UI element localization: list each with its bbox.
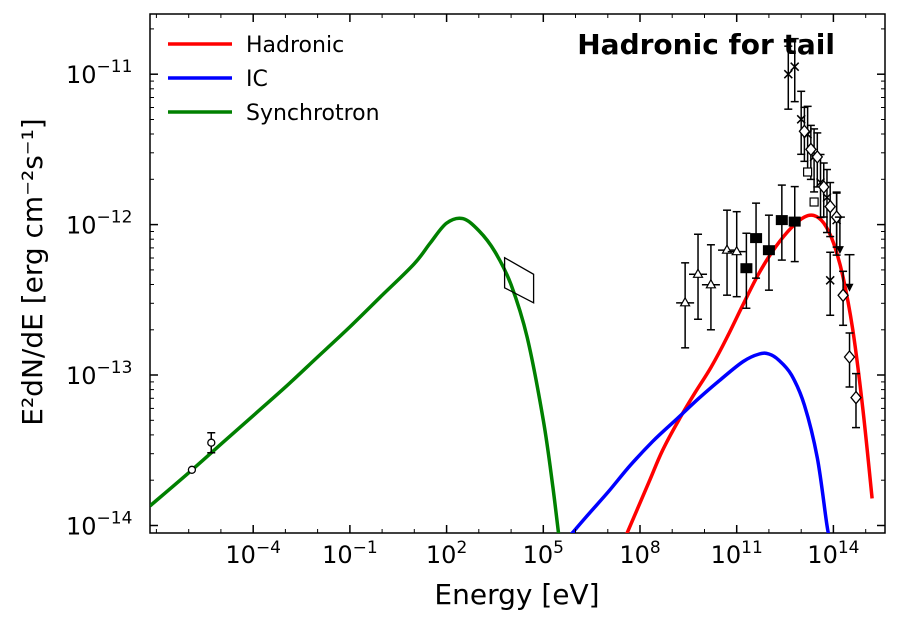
- diamond-point: [817, 179, 830, 195]
- y-tick-label: 10−14: [66, 509, 132, 541]
- x-tick-label: 105: [523, 538, 564, 569]
- plot-frame: [149, 13, 886, 534]
- cross-point: [783, 69, 793, 79]
- y-axis-label: E²dN/dE [erg cm⁻²s⁻¹]: [16, 118, 49, 425]
- x-tick-label: 1014: [807, 538, 859, 569]
- x-tick-label: 10−4: [225, 538, 281, 569]
- triangle-point: [731, 245, 743, 256]
- open-square-point: [802, 167, 813, 177]
- cross-point: [825, 275, 835, 285]
- diamond-point: [798, 124, 811, 139]
- diamond-point: [824, 199, 837, 214]
- legend-label-synchrotron: Synchrotron: [246, 101, 380, 126]
- y-tick-label: 10−13: [66, 358, 132, 390]
- filled-square-point: [750, 233, 763, 244]
- diamond-point: [843, 349, 856, 365]
- open-square-point: [809, 197, 819, 207]
- x-tick-label: 102: [426, 538, 467, 569]
- observations-layer: [187, 37, 862, 474]
- x-axis-label: Energy [eV]: [434, 578, 599, 611]
- upper-limit-arrow: [845, 283, 854, 292]
- triangle-point: [692, 268, 704, 278]
- filled-square-point: [788, 216, 801, 227]
- radio-point: [207, 438, 216, 447]
- legend-label-hadronic: Hadronic: [246, 33, 344, 58]
- upper-limit-arrow: [835, 246, 844, 255]
- x-tick-label: 10−1: [322, 538, 378, 569]
- x-tick-label: 108: [619, 538, 660, 569]
- series-synchrotron-line: [150, 216, 561, 533]
- x-tick-label: 1011: [711, 538, 763, 569]
- y-tick-label: 10−11: [66, 57, 132, 89]
- y-tick-label: 10−12: [66, 208, 132, 240]
- cross-point: [790, 62, 800, 72]
- diamond-point: [850, 390, 862, 405]
- xray-bowtie: [503, 256, 535, 304]
- triangle-point: [679, 296, 691, 307]
- legend: Hadronic IC Synchrotron: [168, 33, 380, 126]
- diamond-point: [837, 288, 849, 303]
- series-ic-line: [570, 351, 831, 533]
- legend-label-ic: IC: [246, 67, 268, 92]
- chart-title: Hadronic for tail: [577, 28, 835, 61]
- diamond-point: [805, 142, 817, 157]
- diamond-point: [811, 149, 824, 164]
- filled-square-point: [775, 215, 788, 226]
- triangle-point: [705, 278, 717, 289]
- radio-point: [187, 465, 197, 474]
- filled-square-point: [762, 245, 775, 256]
- filled-square-point: [740, 263, 753, 274]
